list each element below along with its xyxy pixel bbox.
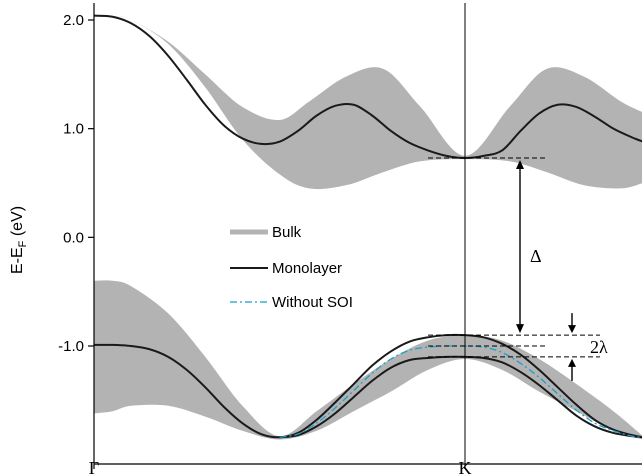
plot-area <box>94 3 642 464</box>
y-axis-label-main: E-E <box>9 247 26 274</box>
guides-layer <box>428 3 600 464</box>
annotations-layer: Δ 2λ <box>516 160 608 381</box>
monolayer-conduction-line <box>94 14 642 160</box>
splitting-label: 2λ <box>590 337 608 357</box>
y-axis-label: E-EF (eV) <box>9 206 29 274</box>
split-arrow-bottom-head <box>568 358 576 367</box>
monolayer-valence-upper-line <box>94 333 642 439</box>
y-tick-label: 2.0 <box>63 12 84 29</box>
y-tick-label: 1.0 <box>63 121 84 138</box>
gap-label: Δ <box>530 246 542 266</box>
legend-label-bulk: Bulk <box>272 224 302 241</box>
y-axis-label-unit: (eV) <box>9 206 26 241</box>
gap-arrow-head-bottom <box>516 324 524 334</box>
x-tick-label: Γ <box>89 458 99 475</box>
legend-item-nosoi: Without SOI <box>230 294 353 311</box>
split-arrow-top-head <box>568 325 576 334</box>
x-tick-label: K <box>459 458 472 475</box>
legend-item-monolayer: Monolayer <box>230 260 342 277</box>
legend: Bulk Monolayer Without SOI <box>230 224 353 311</box>
gap-arrow-head-top <box>516 160 524 170</box>
legend-label-nosoi: Without SOI <box>272 294 353 311</box>
bulk-conduction-band <box>94 14 642 190</box>
legend-item-bulk: Bulk <box>230 224 302 241</box>
y-tick-label: -1.0 <box>58 338 84 355</box>
y-axis-label-subscript: F <box>17 240 29 247</box>
bulk-valence-band <box>94 280 642 440</box>
y-tick-label: 0.0 <box>63 229 84 246</box>
bands-layer <box>94 14 642 440</box>
axes-layer: 2.0 1.0 0.0 -1.0 Γ K E-EF (eV) <box>9 3 642 475</box>
legend-label-monolayer: Monolayer <box>272 260 342 277</box>
